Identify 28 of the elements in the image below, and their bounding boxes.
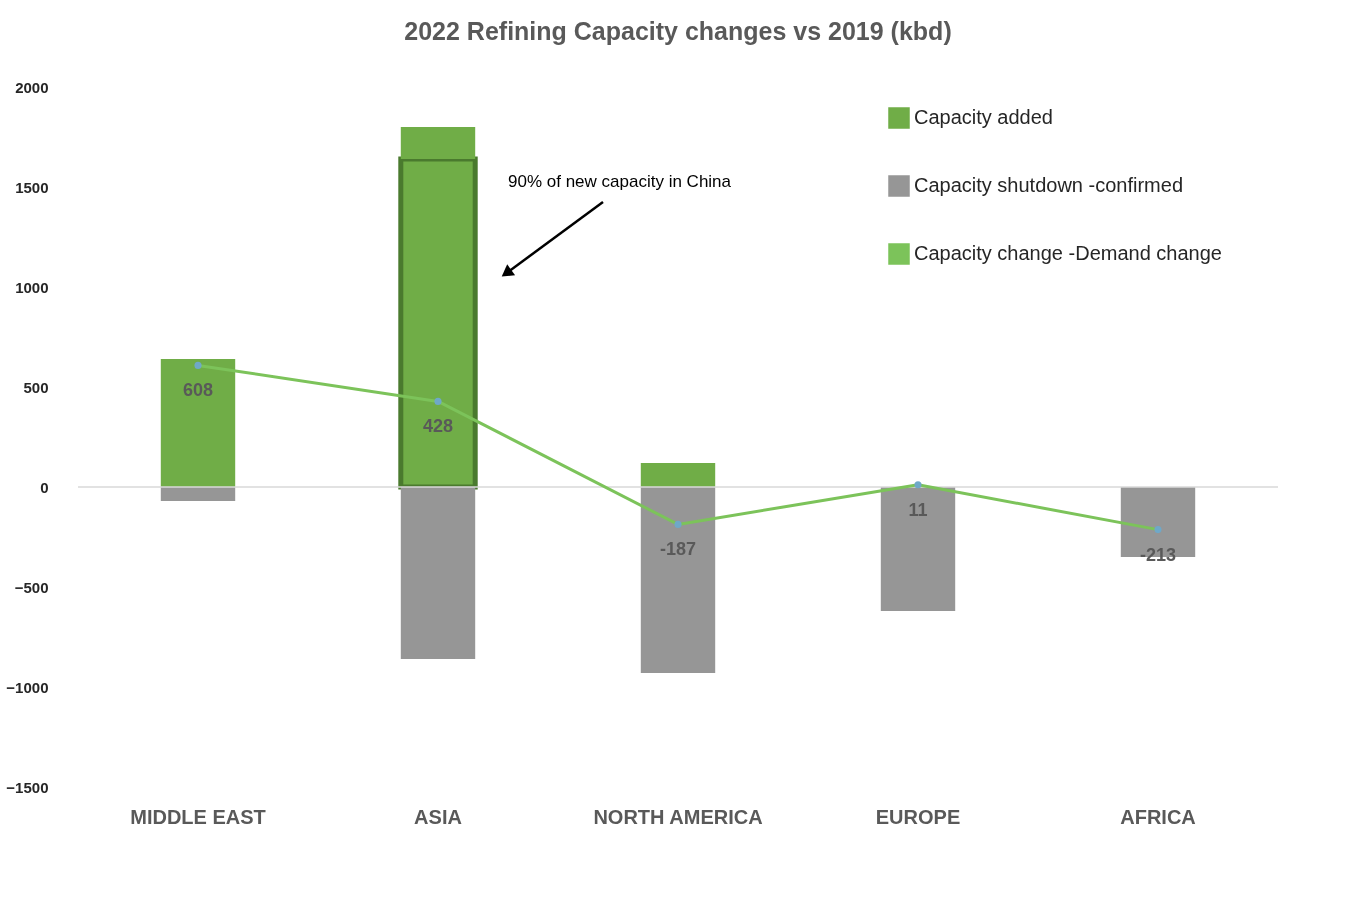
legend-label: Capacity added xyxy=(914,106,1053,128)
chart-title: 2022 Refining Capacity changes vs 2019 (kbd) xyxy=(404,17,952,45)
data-label: -187 xyxy=(659,539,697,560)
y-tick-label: 0 xyxy=(40,478,49,496)
y-tick-label: 500 xyxy=(23,378,49,396)
bar xyxy=(160,359,236,487)
data-label: 608 xyxy=(182,380,214,401)
y-tick-label: −1000 xyxy=(6,678,49,696)
x-tick-label: ASIA xyxy=(414,805,462,828)
x-tick-label: AFRICA xyxy=(1120,805,1196,828)
bar xyxy=(400,487,476,659)
x-tick-label: NORTH AMERICA xyxy=(593,805,763,828)
data-label: 428 xyxy=(422,416,454,437)
bar xyxy=(160,487,236,501)
y-tick-label: −1500 xyxy=(6,778,49,796)
x-tick-label: EUROPE xyxy=(875,805,961,828)
bar xyxy=(880,487,956,611)
x-tick-label: MIDDLE EAST xyxy=(130,805,266,828)
legend-label: Capacity shutdown -confirmed xyxy=(914,174,1184,196)
y-tick-label: 1500 xyxy=(15,178,49,196)
y-tick-label: 1000 xyxy=(15,278,49,296)
data-label: 11 xyxy=(908,499,928,520)
y-tick-label: 2000 xyxy=(15,78,49,96)
legend-label: Capacity change -Demand change xyxy=(914,242,1222,264)
y-tick-label: −500 xyxy=(14,578,49,596)
bar xyxy=(640,463,716,487)
bar xyxy=(640,487,716,673)
annotation: 90% of new capacity in China xyxy=(508,172,732,191)
